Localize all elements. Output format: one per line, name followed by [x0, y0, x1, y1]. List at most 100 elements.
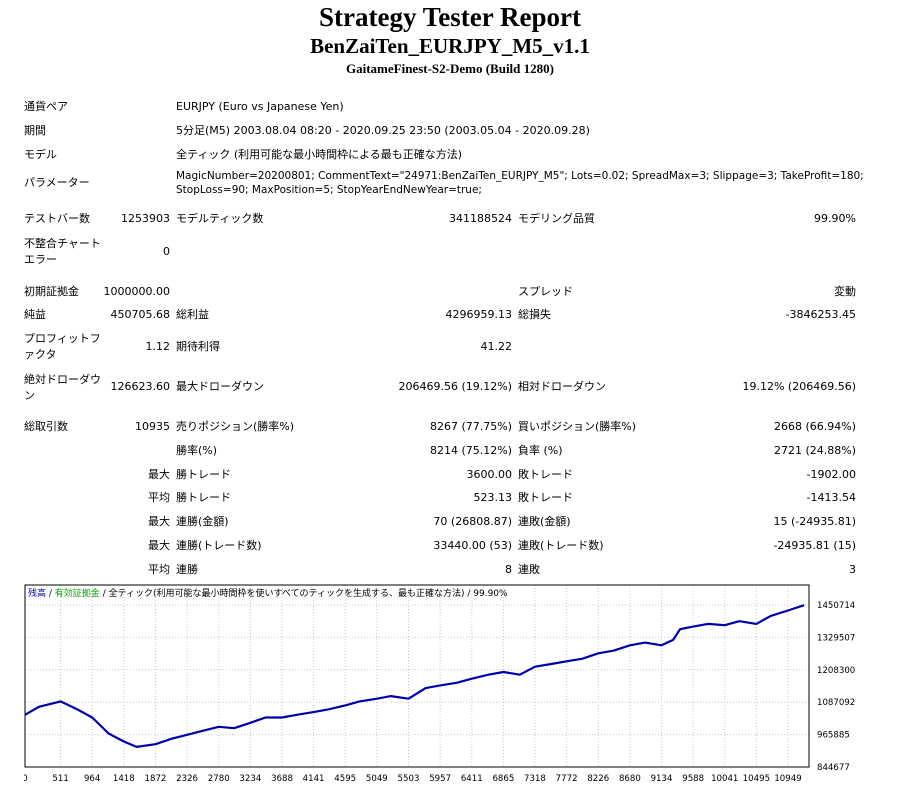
loss-trades-value: 2721 (24.88%) — [773, 444, 856, 457]
largest-profit-value: 3600.00 — [466, 468, 513, 481]
balance-series-line — [24, 604, 805, 748]
spread-value: 変動 — [834, 285, 856, 298]
ticks-label: モデルティック数 — [176, 212, 264, 225]
legend-margin: 有効証拠金 — [55, 587, 100, 599]
legend-balance: 残高 — [28, 587, 46, 599]
mismatch-value: 0 — [163, 245, 170, 258]
average-loss-value: -1413.54 — [806, 491, 856, 504]
consecutive-losses-money-value: 15 (-24935.81) — [773, 515, 856, 528]
period-value: 5分足(M5) 2003.08.04 08:20 - 2020.09.25 23… — [176, 124, 590, 137]
x-tick-label: 10949 — [774, 774, 801, 784]
params-line-2: StopLoss=90; MaxPosition=5; StopYearEndN… — [176, 184, 482, 196]
model-value: 全ティック (利用可能な最小時間枠による最も正確な方法) — [176, 148, 463, 161]
profit-factor-label: プロフィットファクタ — [24, 332, 101, 361]
profit-trades-label: 勝率(%) — [176, 444, 218, 457]
largest-loss-value: -1902.00 — [806, 468, 856, 481]
quality-label: モデリング品質 — [518, 212, 595, 225]
total-trades-value: 10935 — [135, 420, 170, 433]
consecutive-wins-trades-value: 33440.00 (53) — [433, 539, 512, 552]
x-tick-label: 4141 — [303, 774, 325, 784]
x-tick-label: 1418 — [113, 774, 135, 784]
profit-trades-value: 8214 (75.12%) — [429, 444, 512, 457]
x-tick-label: 4595 — [334, 774, 356, 784]
x-tick-label: 10041 — [711, 774, 738, 784]
y-tick-label: 844677 — [817, 763, 850, 773]
average-profit-label: 勝トレード — [176, 491, 231, 504]
x-tick-label: 6865 — [492, 774, 514, 784]
short-positions-label: 売りポジション(勝率%) — [176, 420, 295, 433]
server-build: GaitameFinest-S2-Demo (Build 1280) — [346, 61, 554, 76]
maximal-drawdown-label: 最大ドローダウン — [176, 380, 264, 393]
x-tick-label: 7772 — [556, 774, 578, 784]
total-trades-label: 総取引数 — [24, 420, 68, 433]
average-consecutive-losses-label: 連敗 — [518, 563, 540, 576]
consecutive-wins-money-value: 70 (26808.87) — [433, 515, 512, 528]
absolute-drawdown-label: 絶対ドローダウン — [24, 373, 101, 402]
x-tick-label: 964 — [84, 774, 100, 784]
largest-loss-label: 敗トレード — [518, 468, 573, 481]
gross-loss-label: 総損失 — [518, 308, 551, 321]
short-positions-value: 8267 (77.75%) — [429, 420, 512, 433]
expected-payoff-label: 期待利得 — [176, 340, 220, 353]
x-tick-label: 3234 — [239, 774, 261, 784]
average-label-2: 平均 — [148, 563, 170, 576]
bars-label: テストバー数 — [24, 212, 90, 225]
graph-frame — [24, 584, 810, 768]
model-label: モデル — [24, 148, 57, 161]
consecutive-losses-trades-value: -24935.81 (15) — [773, 539, 856, 552]
y-tick-label: 965885 — [817, 731, 850, 741]
x-tick-label: 2326 — [176, 774, 198, 784]
long-positions-value: 2668 (66.94%) — [773, 420, 856, 433]
maximal-drawdown-value: 206469.56 (19.12%) — [398, 380, 512, 393]
average-consecutive-wins-label: 連勝 — [176, 563, 198, 576]
report-title: Strategy Tester Report — [319, 2, 581, 32]
largest-profit-label: 勝トレード — [176, 468, 231, 481]
x-tick-label: 8226 — [587, 774, 609, 784]
deposit-value: 1000000.00 — [103, 285, 170, 298]
mismatch-label: 不整合チャートエラー — [24, 237, 101, 266]
report-subtitle: BenZaiTen_EURJPY_M5_v1.1 — [310, 34, 590, 58]
quality-value: 99.90% — [814, 212, 856, 225]
long-positions-label: 買いポジション(勝率%) — [518, 420, 637, 433]
x-tick-label: 10495 — [743, 774, 770, 784]
x-tick-label: 9134 — [651, 774, 673, 784]
params-label: パラメーター — [24, 176, 90, 189]
symbol-value: EURJPY (Euro vs Japanese Yen) — [176, 100, 344, 113]
y-tick-label: 1087092 — [817, 698, 855, 708]
profit-factor-value: 1.12 — [145, 340, 171, 353]
maximum-label-1: 最大 — [148, 515, 170, 528]
balance-graph: 残高 / 有効証拠金 / 全ティック(利用可能な最小時間枠を使いすべてのティック… — [24, 584, 900, 788]
y-tick-label: 1329507 — [817, 633, 855, 643]
consecutive-losses-trades-label: 連敗(トレード数) — [518, 539, 604, 552]
average-consecutive-losses-value: 3 — [849, 563, 856, 576]
balance-graph-svg: 残高 / 有効証拠金 / 全ティック(利用可能な最小時間枠を使いすべてのティック… — [24, 584, 900, 788]
gross-profit-label: 総利益 — [176, 308, 209, 321]
ticks-value: 341188524 — [449, 212, 512, 225]
deposit-label: 初期証拠金 — [24, 285, 79, 298]
relative-drawdown-value: 19.12% (206469.56) — [742, 380, 856, 393]
params-line-1: MagicNumber=20200801; CommentText="24971… — [176, 170, 864, 182]
x-tick-label: 5049 — [366, 774, 388, 784]
y-tick-label: 1450714 — [817, 601, 855, 611]
x-tick-label: 7318 — [524, 774, 546, 784]
net-profit-label: 純益 — [24, 308, 46, 321]
average-loss-label: 敗トレード — [518, 491, 573, 504]
x-tick-label: 2780 — [208, 774, 230, 784]
x-tick-label: 6411 — [461, 774, 483, 784]
x-tick-label: 8680 — [619, 774, 641, 784]
x-tick-label: 5957 — [429, 774, 451, 784]
legend-description: / 全ティック(利用可能な最小時間枠を使いすべてのティックを生成する、最も正確な… — [100, 587, 508, 599]
expected-payoff-value: 41.22 — [480, 340, 513, 353]
x-tick-label: 5503 — [398, 774, 420, 784]
gross-loss-value: -3846253.45 — [785, 308, 856, 321]
x-tick-label: 1872 — [145, 774, 167, 784]
x-tick-label: 0 — [24, 774, 28, 784]
relative-drawdown-label: 相対ドローダウン — [518, 380, 606, 393]
bars-value: 1253903 — [121, 212, 170, 225]
absolute-drawdown-value: 126623.60 — [110, 380, 171, 393]
spread-label: スプレッド — [518, 285, 573, 298]
maximal-label-2: 最大 — [148, 539, 170, 552]
average-profit-value: 523.13 — [473, 491, 513, 504]
consecutive-wins-money-label: 連勝(金額) — [176, 515, 229, 528]
average-label: 平均 — [148, 491, 170, 504]
